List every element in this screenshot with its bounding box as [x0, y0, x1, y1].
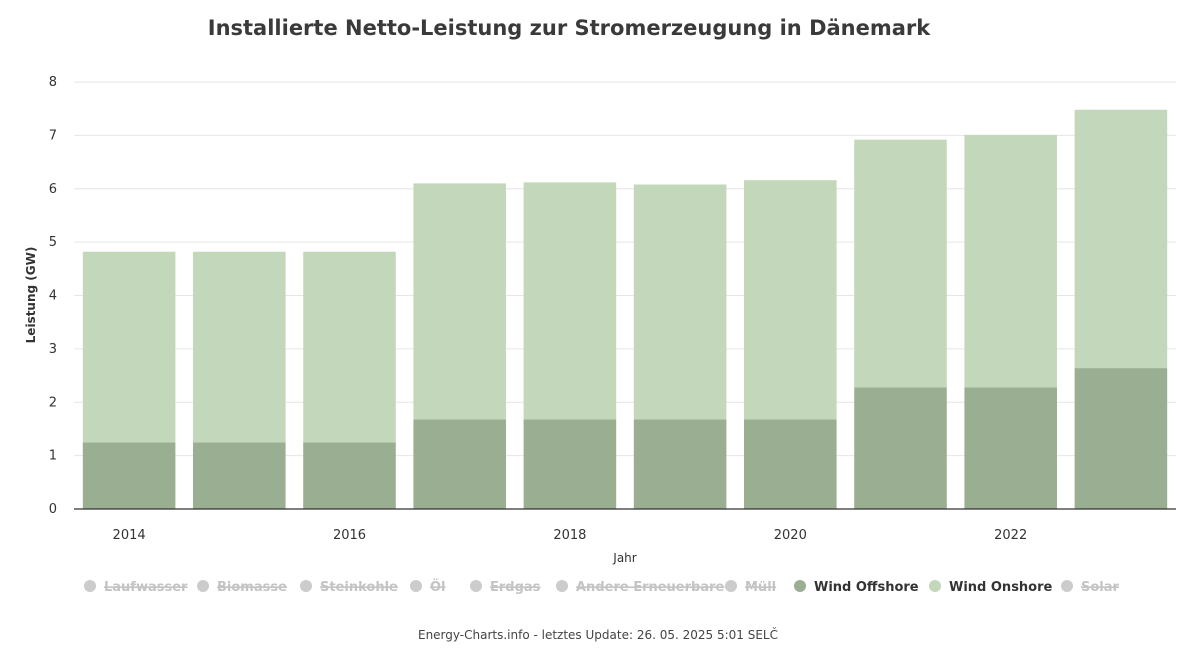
bar-wind-offshore-2019[interactable] [633, 419, 727, 509]
legend-marker [470, 580, 482, 592]
legend-label: Wind Onshore [949, 580, 1053, 595]
legend-marker [300, 580, 312, 592]
y-axis-title: Leistung (GW) [24, 247, 38, 344]
y-tick-label: 1 [49, 449, 57, 464]
bar-wind-offshore-2023[interactable] [1074, 368, 1168, 509]
bar-wind-offshore-2022[interactable] [964, 387, 1057, 509]
x-tick-label: 2014 [113, 528, 146, 543]
y-axis-ticks: 0 1 2 3 4 5 6 7 8 [49, 75, 57, 517]
x-axis-ticks: 2014 2016 2018 2020 2022 [113, 528, 1028, 543]
bar-wind-onshore-2019[interactable] [633, 184, 727, 420]
bar-wind-offshore-2015[interactable] [193, 442, 286, 509]
legend-marker [197, 580, 209, 592]
bar-wind-onshore-2021[interactable] [854, 139, 947, 388]
bar-wind-onshore-2016[interactable] [303, 251, 396, 443]
bar-wind-onshore-2015[interactable] [193, 251, 286, 443]
chart-title: Installierte Netto-Leistung zur Stromerz… [208, 16, 932, 40]
legend-marker [84, 580, 96, 592]
x-axis-title: Jahr [612, 551, 636, 565]
legend-item-solar[interactable]: Solar [1061, 580, 1120, 595]
x-tick-label: 2018 [553, 528, 586, 543]
bar-wind-offshore-2014[interactable] [82, 442, 176, 509]
y-tick-label: 6 [49, 182, 57, 197]
legend-marker [556, 580, 568, 592]
y-tick-label: 7 [49, 128, 57, 143]
x-tick-label: 2016 [333, 528, 366, 543]
legend-item-erdgas[interactable]: Erdgas [470, 580, 541, 595]
bar-wind-onshore-2020[interactable] [744, 180, 837, 420]
legend-item-andere-erneuerbare[interactable]: Andere Erneuerbare [556, 580, 725, 595]
credit-text: Energy-Charts.info - letztes Update: 26.… [418, 627, 778, 642]
y-tick-label: 5 [49, 235, 57, 250]
bars [82, 109, 1168, 509]
legend-label: Wind Offshore [814, 580, 919, 595]
y-tick-label: 3 [49, 342, 57, 357]
legend-item-steinkohle[interactable]: Steinkohle [300, 580, 398, 595]
y-tick-label: 0 [49, 502, 57, 517]
legend-item-biomasse[interactable]: Biomasse [197, 580, 287, 595]
legend-item-müll[interactable]: Müll [725, 580, 777, 595]
legend-item-wind-onshore[interactable]: Wind Onshore [929, 580, 1053, 595]
bar-wind-offshore-2017[interactable] [413, 419, 506, 509]
bar-wind-onshore-2023[interactable] [1074, 109, 1168, 369]
bar-wind-onshore-2022[interactable] [964, 134, 1057, 388]
legend: Laufwasser Biomasse Steinkohle Öl Erdgas Ande… [84, 579, 1120, 595]
legend-marker [410, 580, 422, 592]
legend-marker [1061, 580, 1073, 592]
bar-wind-offshore-2020[interactable] [744, 419, 837, 509]
y-tick-label: 4 [49, 289, 57, 304]
legend-marker [725, 580, 737, 592]
y-tick-label: 2 [49, 395, 57, 410]
x-tick-label: 2022 [994, 528, 1027, 543]
x-tick-label: 2020 [774, 528, 807, 543]
y-tick-label: 8 [49, 75, 57, 90]
bar-wind-offshore-2021[interactable] [854, 387, 947, 509]
bar-wind-offshore-2018[interactable] [523, 419, 617, 509]
legend-marker [794, 580, 806, 592]
legend-item-laufwasser[interactable]: Laufwasser [84, 580, 188, 595]
bar-wind-onshore-2014[interactable] [82, 251, 176, 443]
legend-item-öl[interactable]: Öl [410, 579, 446, 595]
bar-wind-onshore-2018[interactable] [523, 182, 617, 420]
legend-marker [929, 580, 941, 592]
bar-wind-offshore-2016[interactable] [303, 442, 396, 509]
legend-item-wind-offshore[interactable]: Wind Offshore [794, 580, 919, 595]
bar-wind-onshore-2017[interactable] [413, 183, 506, 420]
